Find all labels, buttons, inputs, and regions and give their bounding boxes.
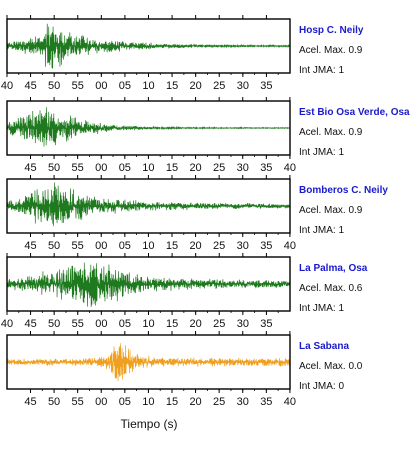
tick-label: 35 [260, 318, 272, 330]
station-name: Est Bio Osa Verde, Osa [299, 107, 410, 118]
tick-label: 55 [72, 396, 84, 408]
station-name: La Sabana [299, 341, 349, 352]
tick-label: 40 [284, 240, 296, 252]
tick-label: 25 [213, 318, 225, 330]
tick-label: 10 [142, 396, 154, 408]
tick-label: 05 [119, 240, 131, 252]
tick-label: 40 [1, 80, 13, 92]
tick-label: 25 [213, 396, 225, 408]
tick-label: 45 [24, 162, 36, 174]
panel-3: 45 50 55 00 05 10 15 20 25 30 35 40 Bomberos C. Neil… [6, 175, 388, 252]
tick-label: 00 [95, 80, 107, 92]
tick-label: 50 [48, 240, 60, 252]
tick-label: 05 [119, 396, 131, 408]
jma-intensity-label: Int JMA: 1 [299, 303, 344, 314]
accel-max-label: Acel. Max. 0.0 [299, 361, 363, 372]
station-name: La Palma, Osa [299, 263, 368, 274]
tick-label: 15 [166, 318, 178, 330]
jma-intensity-label: Int JMA: 0 [299, 381, 344, 392]
station-name: Bomberos C. Neily [299, 185, 388, 196]
tick-label: 30 [237, 396, 249, 408]
tick-label: 30 [237, 162, 249, 174]
tick-label: 05 [119, 162, 131, 174]
accel-max-label: Acel. Max. 0.6 [299, 283, 363, 294]
tick-label: 45 [24, 80, 36, 92]
tick-label: 40 [284, 396, 296, 408]
tick-label: 05 [119, 318, 131, 330]
tick-label: 25 [213, 240, 225, 252]
waveform-trace [7, 23, 290, 69]
accel-max-label: Acel. Max. 0.9 [299, 127, 363, 138]
station-name: Hosp C. Neily [299, 25, 364, 36]
tick-label: 35 [260, 80, 272, 92]
jma-intensity-label: Int JMA: 1 [299, 65, 344, 76]
tick-label: 20 [189, 396, 201, 408]
tick-label: 40 [1, 318, 13, 330]
tick-label: 10 [142, 162, 154, 174]
waveform-trace [7, 343, 290, 381]
tick-label: 35 [260, 396, 272, 408]
tick-label: 00 [95, 162, 107, 174]
tick-label: 00 [95, 318, 107, 330]
tick-label: 55 [72, 80, 84, 92]
waveform-trace [7, 262, 290, 308]
tick-label: 15 [166, 80, 178, 92]
waveform-trace [7, 107, 290, 147]
tick-label: 40 [284, 162, 296, 174]
tick-label: 05 [119, 80, 131, 92]
tick-label: 20 [189, 162, 201, 174]
panel-2: 45 50 55 00 05 10 15 20 25 30 35 40 Est Bio Osa Verd… [6, 97, 410, 174]
tick-label: 20 [189, 240, 201, 252]
tick-label: 20 [190, 318, 202, 330]
tick-label: 35 [260, 162, 272, 174]
x-axis-title: Tiempo (s) [121, 417, 178, 431]
tick-label: 15 [166, 162, 178, 174]
jma-intensity-label: Int JMA: 1 [299, 147, 344, 158]
tick-label: 55 [72, 318, 84, 330]
tick-label: 30 [237, 80, 249, 92]
accel-max-label: Acel. Max. 0.9 [299, 45, 363, 56]
tick-label: 25 [213, 80, 225, 92]
tick-label: 45 [24, 396, 36, 408]
tick-label: 00 [95, 396, 107, 408]
tick-label: 15 [166, 396, 178, 408]
panel-4: 40 45 50 55 00 05 10 15 20 25 30 35 La Palma, Osa Ace… [1, 253, 368, 330]
tick-label: 45 [24, 318, 36, 330]
tick-label: 50 [48, 396, 60, 408]
jma-intensity-label: Int JMA: 1 [299, 225, 344, 236]
panel-5: 45 50 55 00 05 10 15 20 25 30 35 40 La Sabana Acel. M… [6, 331, 363, 408]
tick-label: 10 [142, 80, 154, 92]
waveform-trace [7, 182, 290, 227]
tick-label: 30 [237, 240, 249, 252]
tick-label: 35 [260, 240, 272, 252]
tick-label: 55 [72, 240, 84, 252]
panel-1: 40 45 50 55 00 05 10 15 20 25 30 35 Hosp C. Neily Ace… [1, 15, 364, 92]
tick-label: 25 [213, 162, 225, 174]
tick-label: 50 [48, 80, 60, 92]
tick-label: 20 [190, 80, 202, 92]
accel-max-label: Acel. Max. 0.9 [299, 205, 363, 216]
tick-label: 00 [95, 240, 107, 252]
tick-label: 10 [142, 318, 154, 330]
tick-label: 10 [142, 240, 154, 252]
tick-label: 15 [166, 240, 178, 252]
tick-label: 30 [237, 318, 249, 330]
tick-label: 45 [24, 240, 36, 252]
tick-label: 50 [48, 318, 60, 330]
tick-label: 55 [72, 162, 84, 174]
tick-label: 50 [48, 162, 60, 174]
